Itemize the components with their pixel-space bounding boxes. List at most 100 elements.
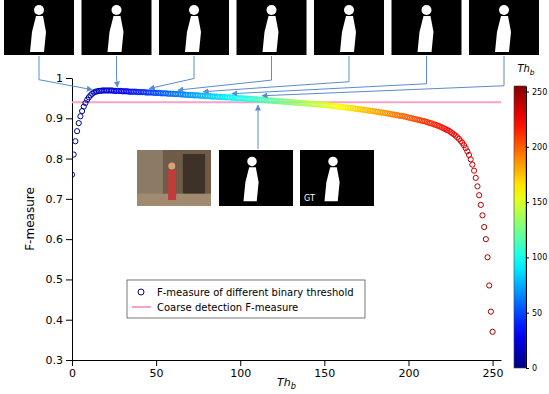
legend-line [132,306,151,308]
y-tick-label: 0.7 [46,193,64,206]
y-tick-label: 0.4 [46,314,64,327]
y-tick: 0.9 [46,112,73,125]
point [490,329,495,334]
point [477,193,482,198]
silhouette-head [189,5,199,15]
x-tick-label: 50 [150,367,164,380]
point [76,121,81,126]
snapshot-frame [469,0,539,55]
snapshot [149,0,229,89]
silhouette-body [108,16,124,52]
silhouette-body [324,167,339,201]
x-tick-mark [240,360,241,366]
inset-arrow [258,105,259,149]
snapshot [178,0,307,90]
y-tick-label: 0.5 [46,273,64,286]
colorbar-tick-label: 150 [532,198,547,207]
silhouette-head [422,5,432,15]
y-tick-label: 0.9 [46,112,64,125]
silhouette-head [112,5,122,15]
colorbar-tick: 100 [526,253,547,262]
silhouette-body [418,16,434,52]
snapshot-arrow [116,56,118,87]
silhouette-head [344,5,354,15]
colorbar-title-main: Th [517,63,529,74]
y-axis-title: F-measure [23,187,37,251]
x-axis-line [73,360,502,361]
point [78,114,83,119]
x-tick-label: 250 [483,367,504,380]
colorbar-tick: 150 [526,198,547,207]
y-tick-label: 0.3 [46,354,64,367]
x-tick: 0 [69,360,76,380]
x-tick-label: 0 [69,367,76,380]
x-tick-mark [493,360,494,366]
scatter-points [72,88,495,335]
x-tick-mark [408,360,409,366]
snapshot-arrow [39,56,92,90]
legend-label: Coarse detection F-measure [157,302,298,313]
silhouette-head [34,5,44,15]
colorbar-tick: 50 [526,309,542,318]
legend-marker [138,289,144,295]
snapshot-frame [237,0,307,55]
x-tick-mark [156,360,157,366]
snapshot-arrow [262,56,504,96]
snapshot-arrow [149,56,194,89]
y-tick-mark [66,199,72,200]
x-tick-label: 100 [230,367,251,380]
snapshot-frame [314,0,384,55]
y-tick: 0.6 [46,233,73,246]
point [73,139,78,144]
colorbar-tick-mark [526,313,529,314]
x-tick-mark [324,360,325,366]
y-tick-mark [66,360,72,361]
legend-label: F-measure of different binary threshold [157,287,354,298]
snapshot-arrow [232,56,427,94]
point [478,202,483,207]
point [74,129,79,134]
y-tick-mark [66,239,72,240]
chart: 0501001502002500.30.40.50.60.70.80.91Thb… [0,0,549,394]
snapshot-frame [392,0,462,55]
colorbar-tick-mark [526,202,529,203]
colorbar-title: Thb [517,63,534,77]
point [473,175,478,180]
y-tick-mark [66,159,72,160]
silhouette-head [328,157,337,166]
inset-photo [137,150,211,206]
silhouette-body [185,16,201,52]
silhouette-head [267,5,277,15]
y-tick: 0.7 [46,193,73,206]
colorbar-tick: 200 [526,143,547,152]
point [72,172,75,177]
point [72,152,76,157]
colorbar-axis: 050100150200250 [526,87,547,374]
x-axis-title-main: Th [277,376,291,389]
inset-label: GT [304,194,315,203]
x-tick: 200 [398,360,419,380]
snapshot [4,0,92,90]
x-tick: 100 [230,360,251,380]
x-tick: 50 [150,360,164,380]
point [468,157,473,162]
snapshot-frame [4,0,74,55]
silhouette-body [340,16,356,52]
snapshot-frame [159,0,229,55]
coarse-inset: GT [137,105,374,206]
y-tick-label: 0.8 [46,153,64,166]
colorbar-tick-label: 0 [532,364,537,373]
point [483,237,488,242]
silhouette-body [263,16,279,52]
silhouette-head [499,5,509,15]
legend-box [127,280,365,318]
y-axis-line [72,79,73,361]
inset-mask [300,150,374,206]
plot-area [72,88,501,335]
inset-photo-person-head [168,163,175,170]
colorbar-tick-mark [526,368,529,369]
snapshot [203,0,384,92]
inset-photo-person [168,170,176,200]
silhouette-head [247,157,256,166]
colorbar-title-sub: b [530,68,535,77]
